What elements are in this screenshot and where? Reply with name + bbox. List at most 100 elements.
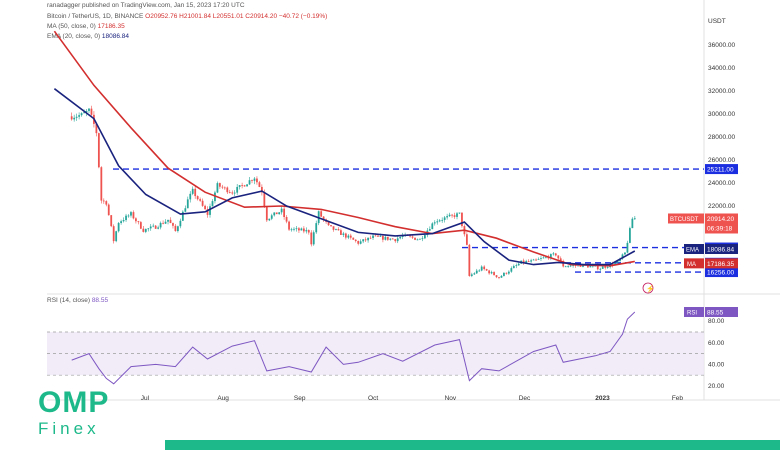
candle-body — [470, 274, 473, 276]
candle-body — [396, 238, 399, 242]
rsi-line — [71, 311, 636, 385]
ma50-label: MA (50, close, 0) — [47, 23, 96, 30]
candle-body — [310, 232, 313, 245]
candle-body — [621, 254, 624, 259]
candle-body — [495, 275, 498, 278]
candle-body — [344, 233, 347, 238]
publisher-line: ranadagger published on TradingView.com,… — [47, 2, 245, 9]
candle-body — [246, 184, 248, 187]
rsi-value-legend: 88.55 — [91, 297, 109, 304]
rsi-legend: RSI (14, close) 88.55 — [47, 297, 108, 304]
candle-body — [478, 270, 481, 272]
candle-body — [559, 258, 562, 261]
candle-body — [265, 206, 268, 221]
candle-body — [152, 225, 155, 227]
candle-body — [278, 212, 281, 215]
candle-body — [557, 255, 560, 259]
candle-body — [196, 196, 199, 200]
candle-body — [120, 221, 122, 224]
candle-body — [169, 219, 172, 224]
candle-body — [498, 277, 500, 278]
candle-body — [223, 187, 226, 189]
brand-subtitle: Finex — [38, 419, 100, 438]
candle-body — [305, 230, 308, 232]
rsi-value-tag: 88.55 — [707, 310, 724, 317]
event-marker-icon[interactable] — [642, 282, 654, 294]
bottom-accent-bar — [165, 440, 780, 450]
candle-body — [369, 237, 372, 239]
candle-body — [554, 253, 557, 256]
candle-body — [448, 214, 451, 217]
level-price-tag: 16256.00 — [707, 270, 734, 277]
candle-body — [456, 213, 458, 217]
candle-body — [125, 215, 127, 221]
y-tick-label: 28000.00 — [708, 134, 735, 141]
y-axis-unit-label: USDT — [708, 18, 726, 25]
level-price-tag: 25211.00 — [707, 167, 734, 174]
rsi-tick-label: 60.00 — [708, 340, 725, 347]
candle-body — [490, 272, 493, 274]
candle-body — [461, 212, 463, 227]
y-tick-label: 24000.00 — [708, 180, 735, 187]
candle-body — [90, 108, 93, 115]
last-price-tag: 20914.20 — [707, 216, 734, 223]
candle-body — [295, 228, 298, 230]
candle-body — [453, 215, 456, 217]
candle-body — [285, 217, 288, 222]
price-chart[interactable]: USDT 36000.00 34000.00 32000.00 30000.00 2800… — [0, 0, 780, 410]
candle-body — [186, 199, 189, 209]
ma50-legend: MA (50, close, 0) 17186.35 — [47, 23, 125, 30]
candle-body — [181, 211, 184, 221]
candle-body — [485, 269, 488, 271]
rsi-value-tag-bg — [705, 307, 738, 317]
candle-body — [204, 205, 206, 210]
candle-body — [441, 219, 444, 221]
ema-name-tag-bg — [684, 244, 704, 255]
candle-body — [525, 261, 528, 263]
candle-body — [194, 188, 197, 197]
candle-body — [226, 187, 229, 193]
candle-body — [483, 266, 486, 270]
ema-value-tag-bg — [705, 244, 738, 255]
rsi-tick-label: 40.00 — [708, 361, 725, 368]
candle-body — [228, 192, 231, 193]
candle-body — [372, 235, 374, 239]
candle-body — [117, 223, 120, 232]
candle-body — [115, 231, 118, 242]
candle-body — [488, 270, 491, 274]
candle-body — [364, 239, 367, 241]
candle-body — [147, 228, 150, 230]
candle-body — [248, 180, 251, 185]
ema20-legend: EMA (20, close, 0) 18086.84 — [47, 33, 129, 40]
candle-body — [105, 201, 108, 205]
candle-body — [391, 238, 394, 240]
level-price-tag-bg — [705, 164, 738, 175]
candle-body — [260, 186, 263, 193]
x-tick-label: Jul — [141, 395, 150, 402]
candle-body — [438, 220, 441, 222]
candle-body — [174, 225, 177, 232]
x-tick-label: Nov — [445, 395, 457, 402]
x-tick-label: Oct — [368, 395, 378, 402]
candle-body — [349, 235, 352, 238]
ema20-value: 18086.84 — [101, 33, 130, 40]
candle-body — [377, 235, 379, 237]
candle-body — [300, 228, 303, 231]
candle-body — [503, 272, 505, 276]
symbol-line: Bitcoin / TetherUS, 1D, BINANCE O20952.7… — [47, 13, 327, 20]
candle-body — [241, 185, 244, 186]
candle-body — [564, 266, 567, 268]
candle-body — [414, 237, 416, 240]
candle-body — [231, 192, 234, 194]
candle-body — [320, 211, 323, 217]
candle-body — [411, 236, 414, 238]
candle-body — [357, 241, 360, 244]
candle-body — [399, 237, 402, 239]
candle-body — [130, 212, 132, 216]
candle-body — [149, 226, 152, 229]
candle-body — [527, 261, 530, 262]
candle-body — [275, 212, 278, 215]
candle-body — [270, 215, 273, 219]
candle-body — [480, 266, 483, 271]
candle-body — [80, 113, 83, 116]
